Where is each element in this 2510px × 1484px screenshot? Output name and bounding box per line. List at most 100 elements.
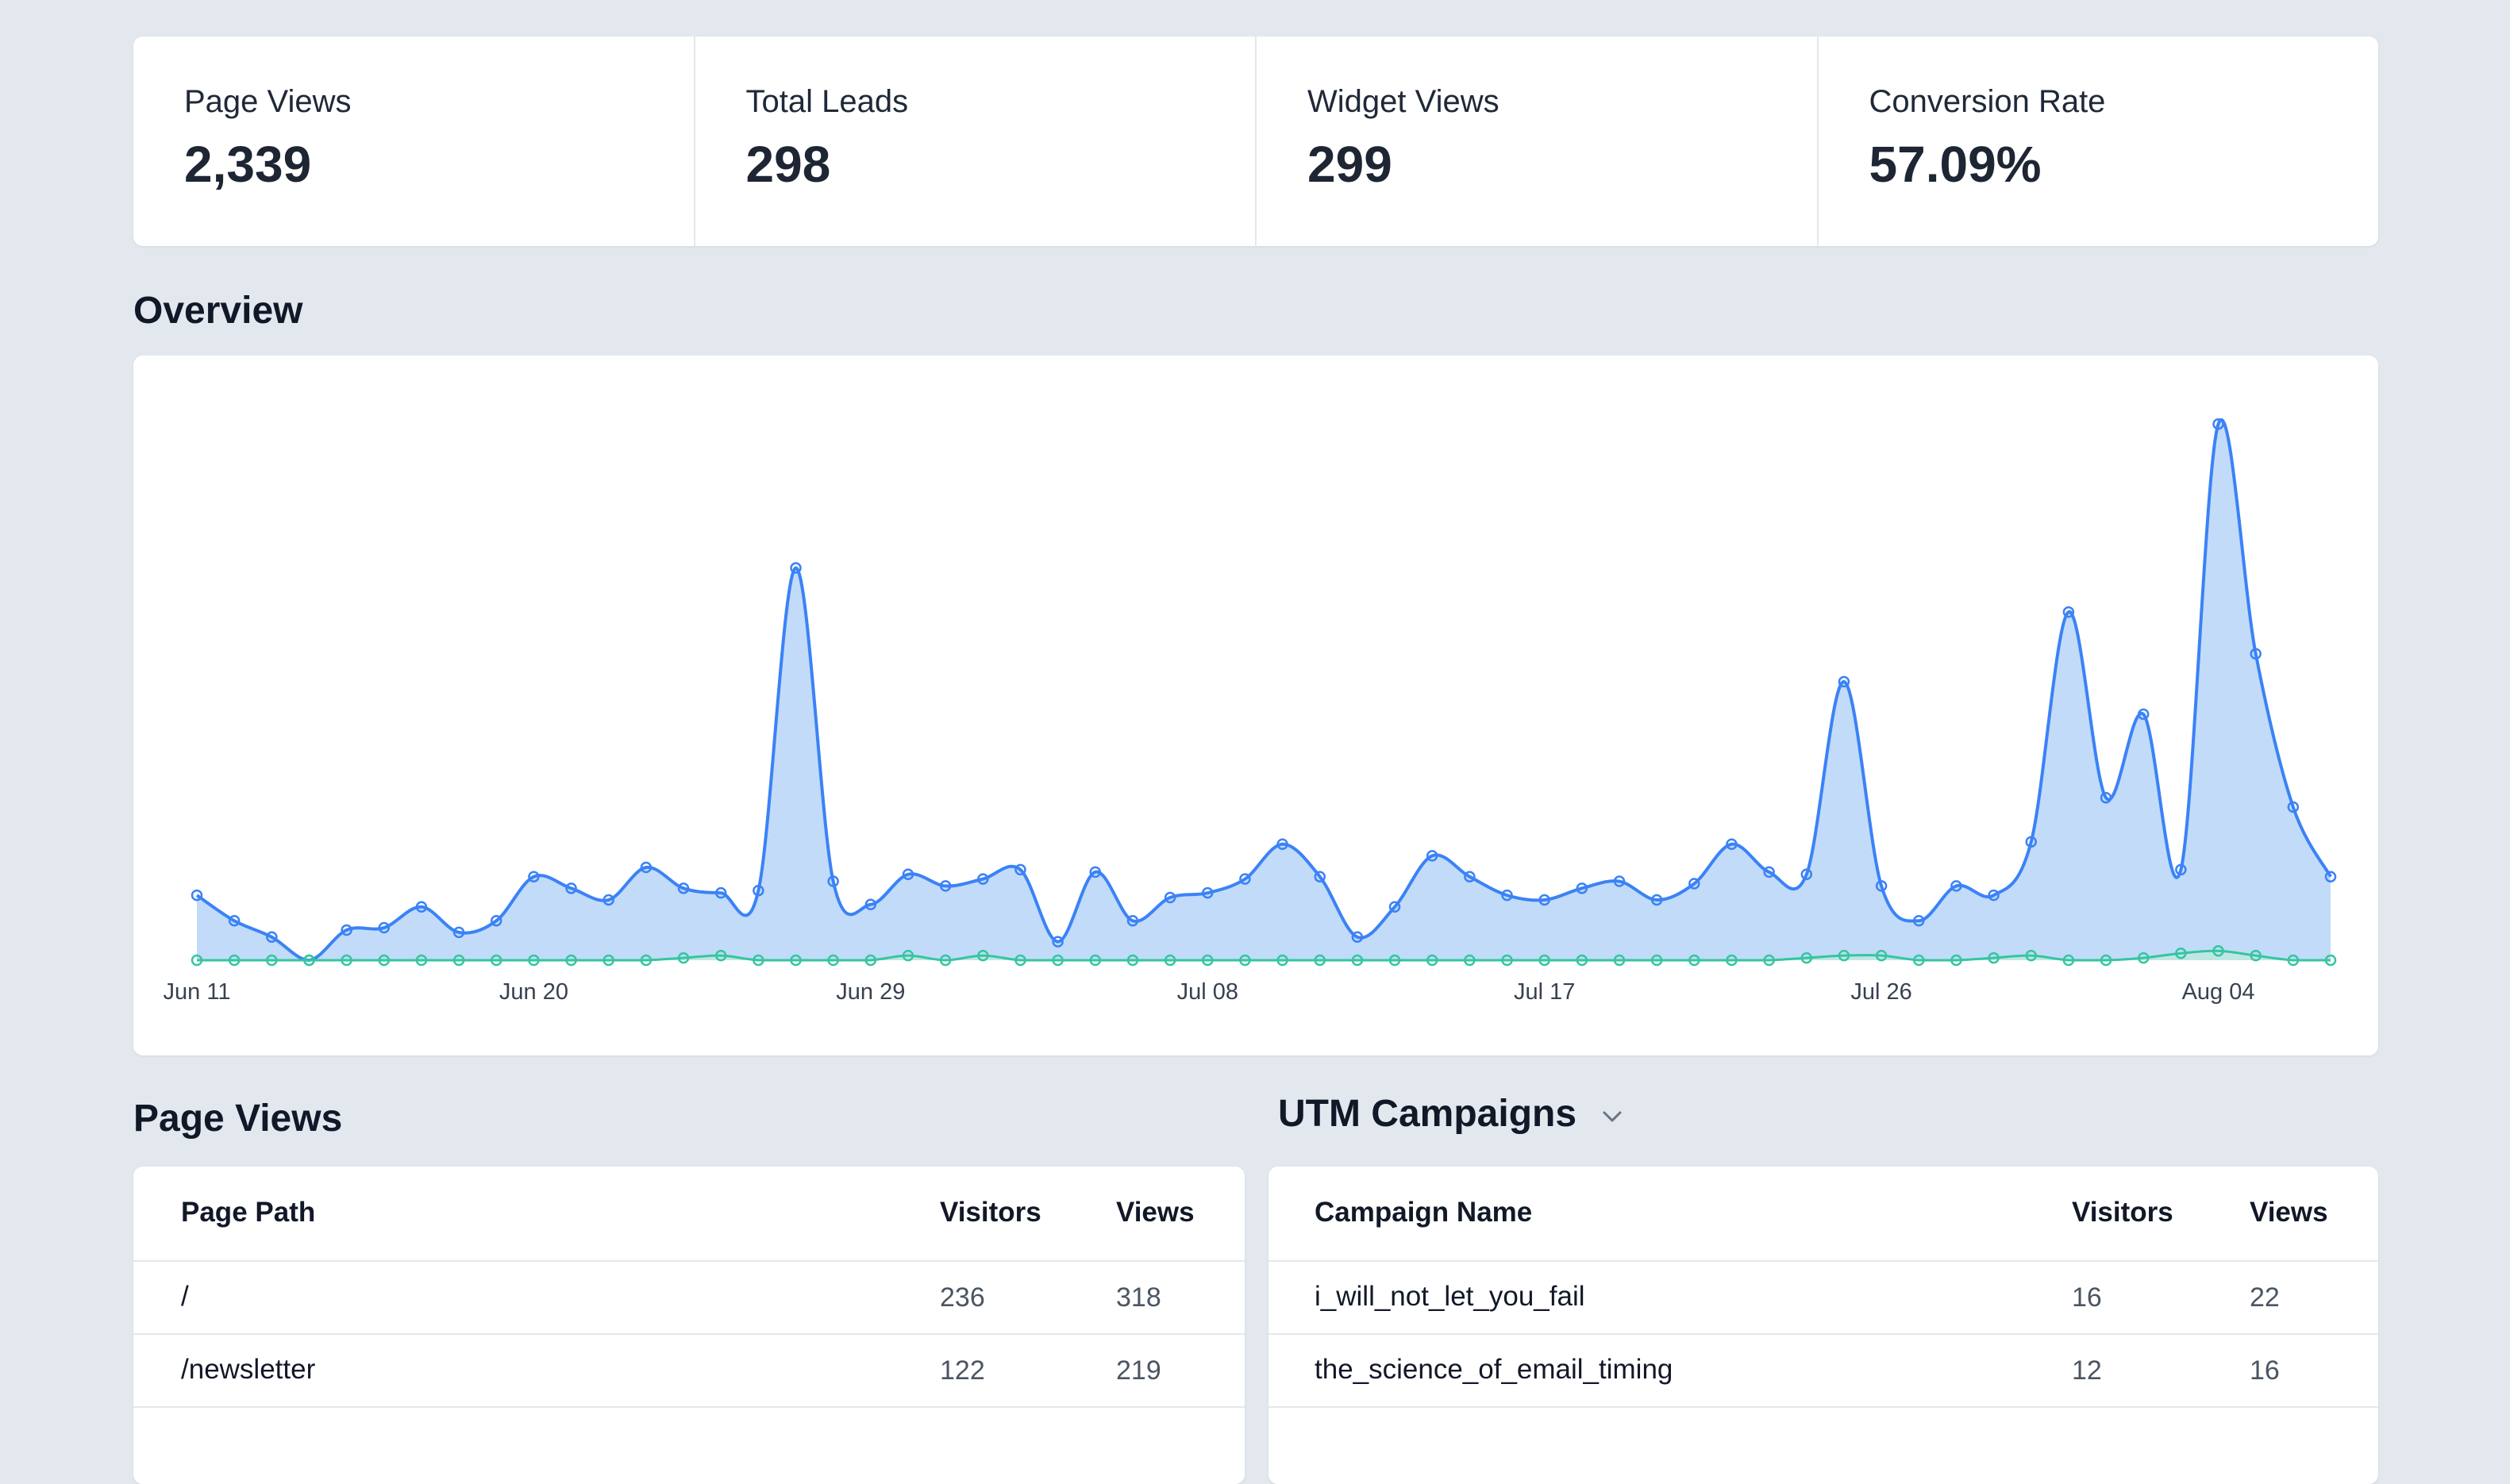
series-1-point[interactable]	[1014, 954, 1026, 967]
series-1-point[interactable]	[1202, 954, 1214, 967]
table-row[interactable]: i_will_not_let_you_fail 16 22	[1268, 1262, 2378, 1335]
series-0-point[interactable]	[2212, 418, 2224, 430]
series-1-point[interactable]	[1950, 954, 1962, 967]
series-0-point[interactable]	[491, 915, 502, 927]
series-0-point[interactable]	[1276, 838, 1288, 850]
series-1-point[interactable]	[378, 954, 391, 967]
series-0-point[interactable]	[1314, 871, 1326, 882]
series-1-point[interactable]	[266, 954, 278, 967]
series-0-point[interactable]	[1613, 875, 1626, 887]
column-header-page-path[interactable]: Page Path	[181, 1197, 316, 1228]
series-0-point[interactable]	[2137, 708, 2150, 721]
table-row[interactable]: /newsletter 122 219	[133, 1335, 1245, 1408]
series-0-point[interactable]	[977, 873, 989, 885]
series-1-point[interactable]	[864, 954, 877, 967]
series-0-point[interactable]	[1838, 675, 1850, 688]
series-0-point[interactable]	[191, 889, 203, 902]
table-row[interactable]: the_science_of_email_timing 12 16	[1268, 1335, 2378, 1408]
series-1-point[interactable]	[2250, 949, 2262, 962]
series-0-point[interactable]	[790, 562, 802, 574]
series-0-point[interactable]	[1650, 894, 1663, 906]
series-0-point[interactable]	[1202, 886, 1214, 899]
series-1-point[interactable]	[1576, 954, 1588, 967]
series-0-point[interactable]	[939, 880, 952, 892]
series-1-point[interactable]	[1276, 954, 1288, 967]
series-1-point[interactable]	[640, 954, 653, 967]
series-1-point[interactable]	[565, 954, 577, 967]
series-1-point[interactable]	[2175, 947, 2187, 959]
series-1-point[interactable]	[827, 954, 839, 967]
series-0-point[interactable]	[1726, 838, 1738, 850]
series-1-point[interactable]	[1164, 954, 1176, 967]
column-header-visitors[interactable]: Visitors	[2072, 1197, 2173, 1228]
column-header-views[interactable]: Views	[1116, 1197, 1195, 1228]
series-1-point[interactable]	[714, 949, 727, 962]
series-0-point[interactable]	[2062, 606, 2075, 618]
series-1-point[interactable]	[1052, 954, 1064, 967]
series-1-point[interactable]	[790, 954, 802, 967]
series-1-point[interactable]	[491, 954, 502, 967]
series-0-point[interactable]	[677, 882, 690, 894]
utm-campaigns-title[interactable]: UTM Campaigns	[1278, 1093, 1577, 1135]
series-0-point[interactable]	[1576, 882, 1588, 894]
series-1-point[interactable]	[1988, 952, 2000, 964]
series-1-point[interactable]	[1426, 954, 1438, 967]
series-1-point[interactable]	[191, 954, 203, 967]
column-header-views[interactable]: Views	[2250, 1197, 2328, 1228]
series-0-point[interactable]	[1763, 866, 1775, 878]
series-1-point[interactable]	[1763, 954, 1775, 967]
series-0-point[interactable]	[827, 875, 839, 887]
series-0-point[interactable]	[864, 898, 877, 911]
series-1-point[interactable]	[415, 954, 428, 967]
series-0-point[interactable]	[1501, 889, 1513, 902]
series-1-point[interactable]	[602, 954, 614, 967]
series-0-point[interactable]	[1052, 936, 1064, 948]
series-1-point[interactable]	[1126, 954, 1139, 967]
series-1-point[interactable]	[1089, 954, 1102, 967]
series-1-point[interactable]	[1501, 954, 1513, 967]
series-0-point[interactable]	[2100, 792, 2112, 804]
series-1-point[interactable]	[1388, 954, 1401, 967]
series-0-point[interactable]	[1089, 866, 1102, 878]
series-1-point[interactable]	[1726, 954, 1738, 967]
series-1-point[interactable]	[977, 949, 989, 962]
series-0-point[interactable]	[1426, 850, 1438, 862]
series-1-point[interactable]	[2324, 954, 2337, 967]
column-header-campaign-name[interactable]: Campaign Name	[1315, 1197, 1533, 1228]
series-1-point[interactable]	[1875, 949, 1888, 962]
series-0-point[interactable]	[452, 926, 465, 939]
series-0-point[interactable]	[2175, 863, 2187, 876]
series-1-point[interactable]	[1613, 954, 1626, 967]
series-0-point[interactable]	[2287, 801, 2300, 813]
series-0-point[interactable]	[1126, 915, 1139, 927]
series-0-point[interactable]	[266, 931, 278, 943]
series-0-point[interactable]	[640, 861, 653, 874]
series-0-point[interactable]	[1988, 889, 2000, 902]
series-0-point[interactable]	[602, 894, 614, 906]
series-0-point[interactable]	[528, 871, 540, 882]
series-0-point[interactable]	[1164, 891, 1176, 904]
series-1-point[interactable]	[341, 954, 352, 967]
series-1-point[interactable]	[1239, 954, 1251, 967]
series-0-point[interactable]	[2250, 648, 2262, 660]
table-row[interactable]: / 236 318	[133, 1262, 1245, 1335]
series-1-point[interactable]	[1314, 954, 1326, 967]
series-1-point[interactable]	[2100, 954, 2112, 967]
series-1-point[interactable]	[303, 954, 315, 967]
series-0-point[interactable]	[1014, 863, 1026, 876]
series-0-point[interactable]	[1388, 901, 1401, 913]
series-0-point[interactable]	[2025, 836, 2037, 848]
series-0-point[interactable]	[341, 924, 352, 936]
series-1-point[interactable]	[2025, 949, 2037, 962]
series-1-point[interactable]	[753, 954, 764, 967]
series-1-point[interactable]	[2137, 952, 2150, 964]
series-1-point[interactable]	[1650, 954, 1663, 967]
series-1-point[interactable]	[939, 954, 952, 967]
series-0-point[interactable]	[2324, 871, 2337, 882]
series-1-point[interactable]	[1538, 954, 1550, 967]
series-1-point[interactable]	[1838, 949, 1850, 962]
series-1-point[interactable]	[2287, 954, 2300, 967]
series-0-point[interactable]	[902, 868, 914, 881]
series-1-point[interactable]	[228, 954, 241, 967]
series-0-point[interactable]	[1950, 880, 1962, 892]
